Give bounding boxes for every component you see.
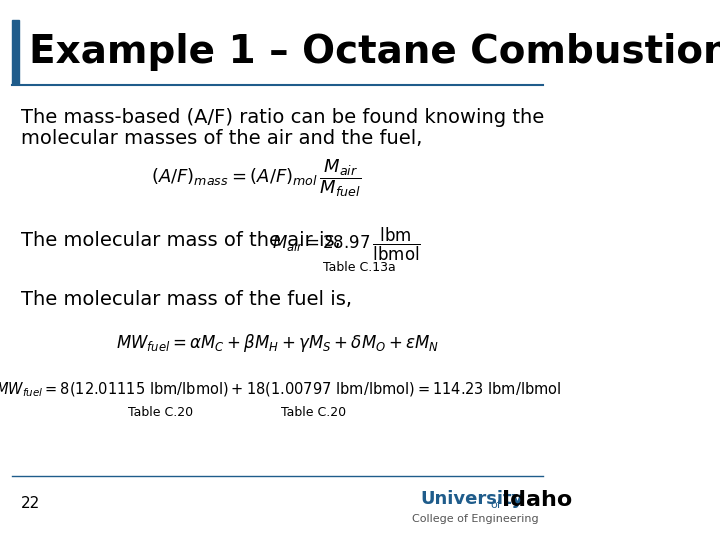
Text: molecular masses of the air and the fuel,: molecular masses of the air and the fuel… [21,129,422,147]
Text: $MW_{fuel} = \alpha M_C + \beta M_H + \gamma M_S + \delta M_O + \varepsilon M_N$: $MW_{fuel} = \alpha M_C + \beta M_H + \g… [116,332,439,354]
Text: $(A/F)_{mass} = (A/F)_{mol}\,\dfrac{M_{air}}{M_{fuel}}$: $(A/F)_{mass} = (A/F)_{mol}\,\dfrac{M_{a… [150,157,361,199]
Text: Example 1 – Octane Combustion: Example 1 – Octane Combustion [29,33,720,71]
Text: $M_{air} = 28.97\,\dfrac{\mathrm{lbm}}{\mathrm{lbmol}}$: $M_{air} = 28.97\,\dfrac{\mathrm{lbm}}{\… [271,226,420,262]
Text: 22: 22 [21,496,40,511]
Text: Table C.20: Table C.20 [127,406,193,419]
Text: The molecular mass of the fuel is,: The molecular mass of the fuel is, [21,290,351,309]
Text: Idaho: Idaho [502,489,572,510]
Text: Table C.20: Table C.20 [281,406,346,419]
Text: University: University [420,490,523,509]
Text: of: of [490,500,500,510]
Text: The molecular mass of the air is,: The molecular mass of the air is, [21,231,341,250]
Text: $MW_{fuel} = 8(12.01115\ \mathrm{lbm/lbmol})+18(1.00797\ \mathrm{lbm/lbmol}) = 1: $MW_{fuel} = 8(12.01115\ \mathrm{lbm/lbm… [0,381,561,399]
Text: The mass-based (A/F) ratio can be found knowing the: The mass-based (A/F) ratio can be found … [21,108,544,127]
Bar [12,20,19,84]
Text: College of Engineering: College of Engineering [413,515,539,524]
Text: Table C.13a: Table C.13a [323,261,396,274]
